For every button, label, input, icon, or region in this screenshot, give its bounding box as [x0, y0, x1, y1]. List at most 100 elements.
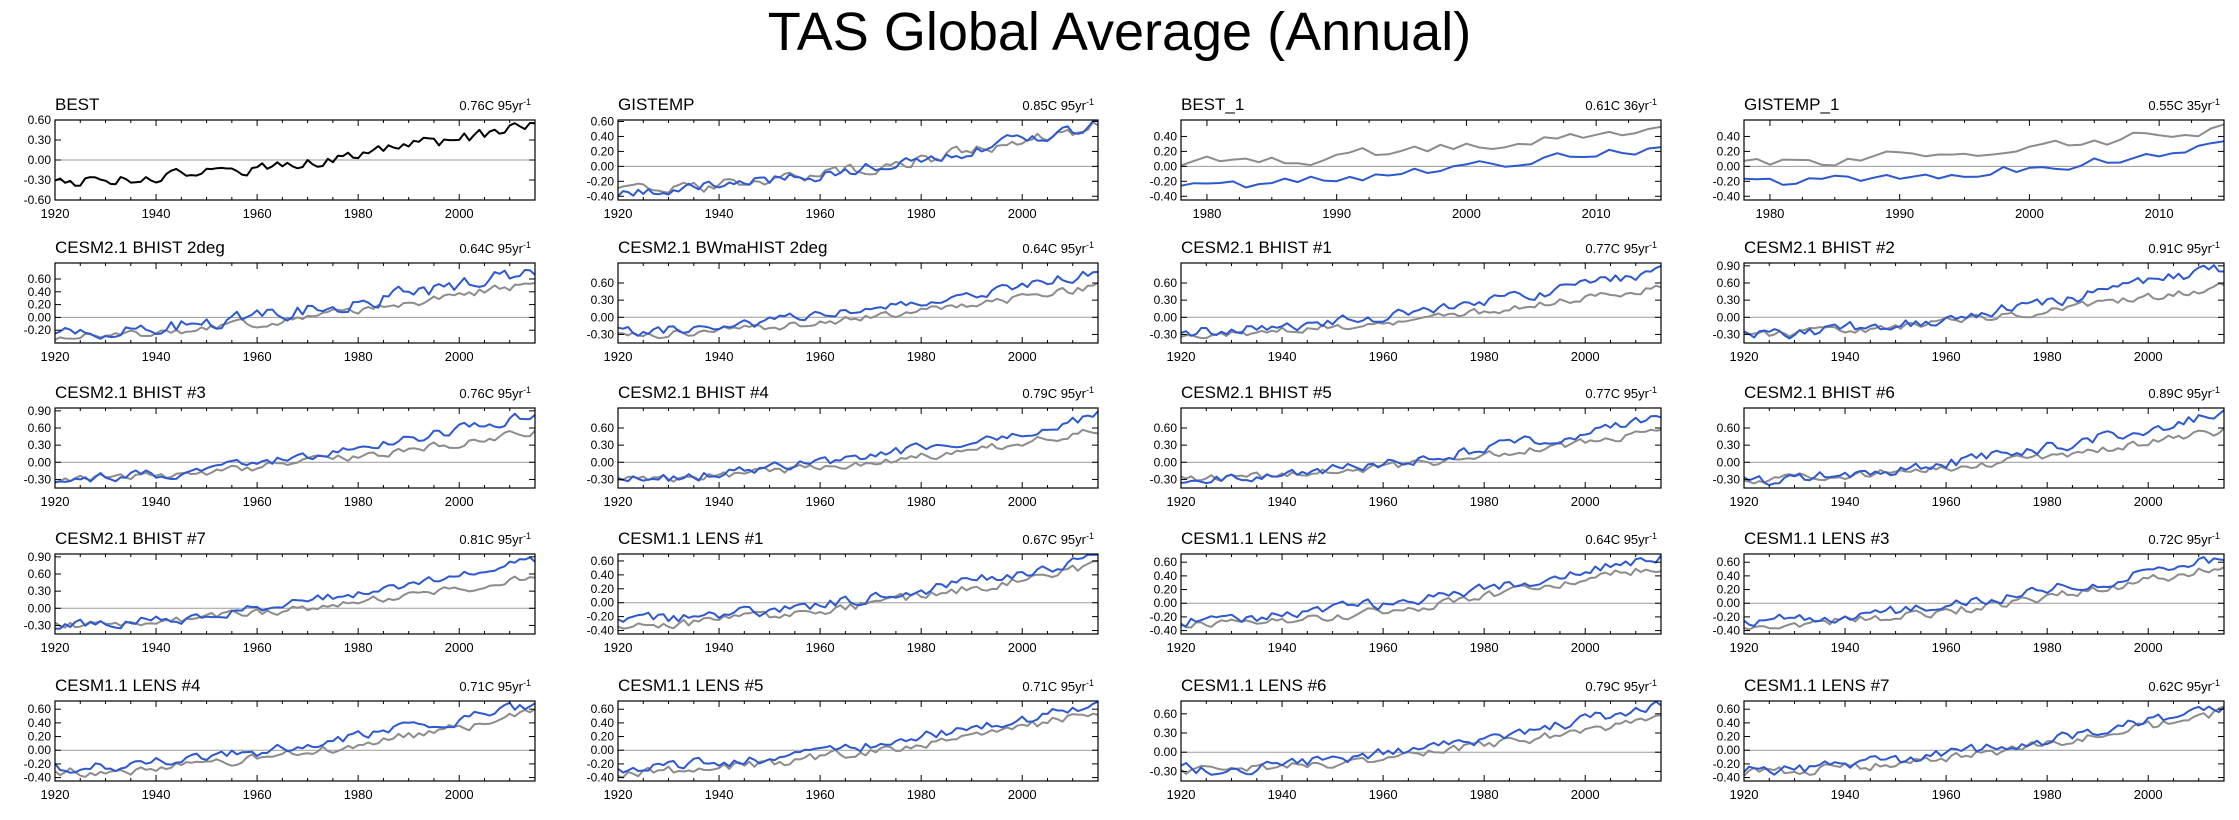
- x-tick-label: 1980: [344, 206, 373, 221]
- x-tick-label: 1920: [604, 494, 633, 509]
- panel-title: CESM2.1 BHIST #5: [1181, 383, 1332, 402]
- plot-frame: [1743, 262, 2225, 344]
- y-tick-label: 0.60: [591, 421, 615, 435]
- y-tick-label: 0.30: [1154, 293, 1178, 307]
- x-tick-label: 1990: [1322, 206, 1351, 221]
- y-tick-label: 0.40: [28, 285, 52, 299]
- y-tick-label: 0.20: [1717, 144, 1741, 158]
- y-tick-label: 0.40: [1154, 129, 1178, 143]
- series-line-model: [617, 410, 1099, 483]
- series-line-model: [617, 270, 1099, 337]
- series-line-observed: [1180, 428, 1662, 482]
- trend-label: 0.61C 36yr-1: [1585, 97, 1657, 113]
- y-tick-label: 0.60: [28, 702, 52, 716]
- y-tick-label: 0.20: [591, 730, 615, 744]
- y-tick-label: 0.60: [1154, 276, 1178, 290]
- x-tick-label: 1920: [1730, 640, 1759, 655]
- y-tick-label: -0.20: [24, 757, 52, 771]
- x-tick-label: 1940: [705, 787, 734, 802]
- y-tick-label: 0.90: [28, 404, 52, 418]
- x-tick-label: 1980: [907, 206, 936, 221]
- y-tick-label: 0.30: [28, 133, 52, 147]
- x-tick-label: 1960: [1369, 349, 1398, 364]
- panel-title: CESM2.1 BHIST 2deg: [55, 238, 225, 257]
- x-tick-label: 1920: [604, 787, 633, 802]
- x-tick-label: 2000: [1008, 206, 1037, 221]
- y-tick-label: 0.40: [1717, 716, 1741, 730]
- x-tick-label: 1980: [1755, 206, 1784, 221]
- x-tick-label: 1960: [1369, 787, 1398, 802]
- y-tick-label: 0.60: [1154, 421, 1178, 435]
- x-tick-label: 1980: [344, 640, 373, 655]
- y-tick-label: 0.30: [28, 584, 52, 598]
- trend-label: 0.77C 95yr-1: [1585, 385, 1657, 401]
- x-tick-label: 1920: [1730, 349, 1759, 364]
- trend-label: 0.76C 95yr-1: [459, 97, 531, 113]
- panel-title: CESM1.1 LENS #7: [1744, 676, 1890, 695]
- x-tick-label: 1980: [2033, 640, 2062, 655]
- x-tick-label: 2000: [1008, 349, 1037, 364]
- y-tick-label: 0.00: [591, 310, 615, 324]
- plot-frame: [1743, 700, 2225, 782]
- chart-panel: CESM1.1 LENS #1 0.67C 95yr-1 1920 1940 1960 1…: [587, 529, 1099, 655]
- x-tick-label: 1920: [604, 349, 633, 364]
- panel-title: CESM2.1 BHIST #2: [1744, 238, 1895, 257]
- y-tick-label: -0.20: [1150, 174, 1178, 188]
- y-tick-label: 0.00: [28, 455, 52, 469]
- trend-label: 0.77C 95yr-1: [1585, 240, 1657, 256]
- panel-title: BEST_1: [1181, 95, 1244, 114]
- plot-frame: [1180, 119, 1662, 201]
- x-tick-label: 1980: [344, 494, 373, 509]
- series-line-observed: [617, 121, 1099, 194]
- x-tick-label: 1940: [1831, 349, 1860, 364]
- series-line-observed: [1180, 714, 1662, 775]
- x-tick-label: 1980: [907, 640, 936, 655]
- x-tick-label: 1920: [41, 349, 70, 364]
- y-tick-label: 0.20: [591, 144, 615, 158]
- trend-label: 0.62C 95yr-1: [2148, 678, 2220, 694]
- y-tick-label: 0.00: [1154, 596, 1178, 610]
- y-tick-label: -0.40: [1150, 624, 1178, 638]
- trend-label: 0.79C 95yr-1: [1022, 385, 1094, 401]
- series-line-observed: [54, 575, 536, 629]
- x-tick-label: 2010: [1582, 206, 1611, 221]
- series-line-observed: [1180, 125, 1662, 167]
- y-tick-label: 0.60: [591, 702, 615, 716]
- x-tick-label: 1920: [604, 640, 633, 655]
- y-tick-label: 0.40: [1154, 569, 1178, 583]
- x-tick-label: 1920: [1167, 349, 1196, 364]
- y-tick-label: 0.00: [1717, 310, 1741, 324]
- plot-frame: [617, 262, 1099, 344]
- x-tick-label: 1940: [705, 206, 734, 221]
- panel-title: CESM1.1 LENS #5: [618, 676, 764, 695]
- y-tick-label: 0.20: [1717, 583, 1741, 597]
- y-tick-label: 0.00: [1717, 743, 1741, 757]
- x-tick-label: 1980: [2033, 494, 2062, 509]
- x-tick-label: 2000: [1571, 349, 1600, 364]
- panel-title: GISTEMP_1: [1744, 95, 1839, 114]
- y-tick-label: 0.30: [28, 438, 52, 452]
- series-line-observed: [1180, 567, 1662, 629]
- y-tick-label: 0.00: [1154, 310, 1178, 324]
- plot-frame: [54, 262, 536, 344]
- trend-label: 0.55C 35yr-1: [2148, 97, 2220, 113]
- plot-frame: [1743, 407, 2225, 489]
- x-tick-label: 1960: [1932, 640, 1961, 655]
- x-tick-label: 1980: [344, 787, 373, 802]
- x-tick-label: 2000: [1452, 206, 1481, 221]
- chart-panel: CESM2.1 BHIST #6 0.89C 95yr-1 1920 1940 1960…: [1713, 383, 2225, 509]
- y-tick-label: 0.00: [28, 601, 52, 615]
- y-tick-label: -0.30: [1713, 472, 1741, 486]
- plot-frame: [617, 407, 1099, 489]
- x-tick-label: 1980: [1470, 494, 1499, 509]
- x-tick-label: 2000: [2015, 206, 2044, 221]
- y-tick-label: 0.30: [1717, 438, 1741, 452]
- x-tick-label: 1940: [1268, 494, 1297, 509]
- x-tick-label: 1960: [806, 787, 835, 802]
- y-tick-label: -0.40: [1713, 624, 1741, 638]
- series-line-model: [1180, 700, 1662, 776]
- series-line-observed: [1743, 123, 2225, 167]
- y-tick-label: 0.40: [591, 568, 615, 582]
- chart-panel: BEST 0.76C 95yr-1 1920 1940 1960 1980 2000 -0.6…: [24, 95, 536, 221]
- y-tick-label: -0.60: [24, 193, 52, 207]
